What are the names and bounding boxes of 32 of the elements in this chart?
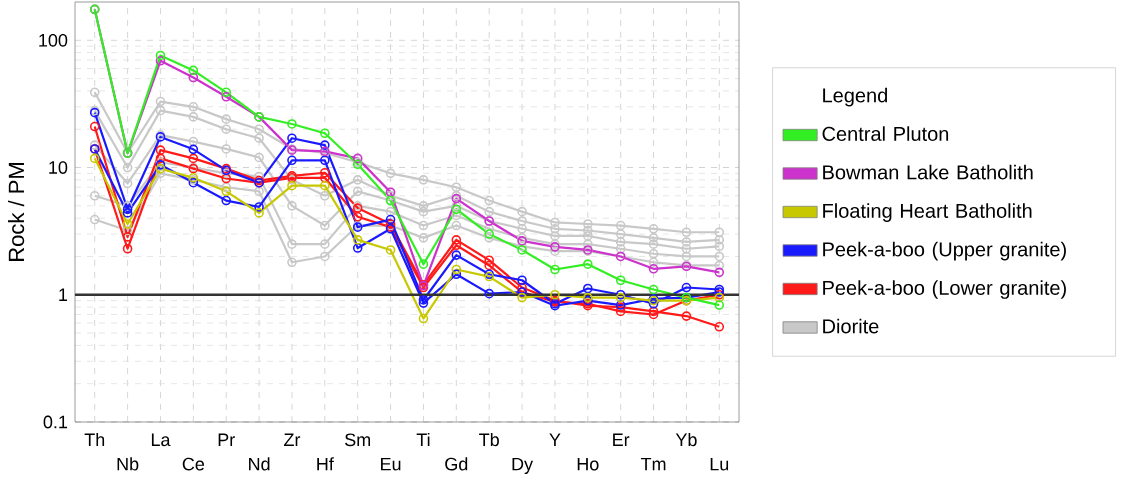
y-tick-label: 100: [39, 33, 68, 47]
x-tick-label: La: [151, 433, 171, 447]
y-tick-label: 1: [59, 288, 68, 301]
legend-title: Legend: [823, 87, 887, 107]
x-tick-label: Ce: [182, 457, 205, 471]
x-tick-label: Ho: [577, 457, 599, 471]
x-tick-label: Yb: [675, 432, 697, 447]
x-tick-label: Nb: [117, 457, 139, 471]
x-tick-label: Lu: [710, 457, 729, 471]
x-tick-label: Ti: [416, 432, 430, 446]
x-tick-label: Er: [613, 433, 630, 446]
legend-label: Peek-a-boo (Lower granite): [823, 280, 1066, 299]
legend-label: Diorite: [823, 318, 879, 334]
x-tick-label: Dy: [512, 457, 534, 475]
x-tick-label: Nd: [249, 457, 270, 471]
y-axis-title: Rock / PM: [8, 163, 25, 261]
legend-label: Central Pluton: [822, 126, 949, 141]
x-tick-label: Tm: [640, 457, 666, 471]
x-tick-label: Pr: [218, 433, 235, 446]
x-tick-label: Gd: [445, 457, 468, 471]
x-tick-label: Hf: [317, 457, 334, 471]
legend-label: Floating Heart Batholith: [823, 203, 1032, 222]
x-tick-label: Zr: [284, 433, 301, 446]
x-tick-label: Th: [84, 432, 105, 446]
x-tick-label: Sm: [345, 433, 371, 447]
x-tick-label: Tb: [479, 432, 499, 447]
legend-label: Bowman Lake Batholith: [823, 164, 1033, 180]
x-tick-label: Eu: [381, 457, 401, 471]
y-tick-label: 10: [49, 161, 68, 174]
y-tick-label: 0.1: [43, 415, 68, 429]
legend-label: Peek-a-boo (Upper granite): [823, 241, 1066, 261]
x-tick-label: Y: [549, 433, 561, 446]
